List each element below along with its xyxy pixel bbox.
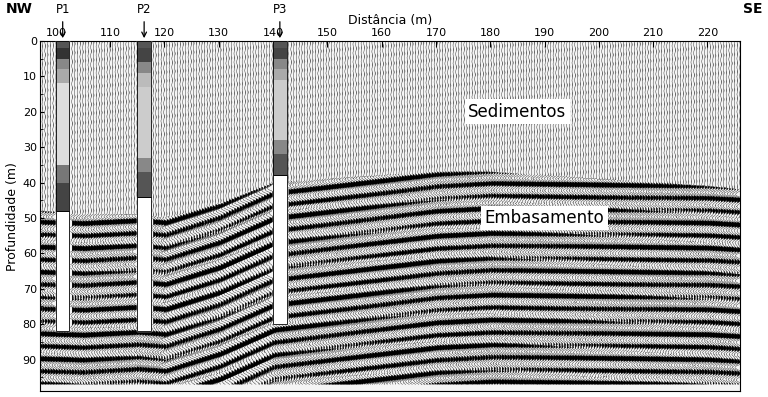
Text: P3: P3 <box>273 3 287 37</box>
Bar <box>273 48 286 59</box>
Bar <box>137 48 151 62</box>
Bar <box>137 41 151 48</box>
Bar <box>273 41 286 175</box>
Text: Embasamento: Embasamento <box>485 209 604 227</box>
Text: NW: NW <box>5 2 32 16</box>
Bar <box>56 41 69 211</box>
Bar <box>137 41 151 197</box>
Bar <box>56 41 69 48</box>
Bar <box>56 183 69 211</box>
Bar <box>273 69 286 80</box>
Bar <box>273 80 286 140</box>
X-axis label: Distância (m): Distância (m) <box>348 14 432 27</box>
Text: P2: P2 <box>137 3 151 37</box>
Bar <box>56 83 69 165</box>
Bar <box>137 87 151 158</box>
Text: SE: SE <box>743 2 763 16</box>
Bar <box>56 48 69 59</box>
Bar <box>137 158 151 172</box>
Text: P1: P1 <box>55 3 70 37</box>
Y-axis label: Profundidade (m): Profundidade (m) <box>5 162 18 271</box>
Bar <box>56 59 69 69</box>
Bar <box>137 73 151 87</box>
Bar <box>56 69 69 83</box>
Bar <box>273 41 286 48</box>
Bar <box>137 172 151 197</box>
Bar <box>137 62 151 73</box>
Bar <box>56 211 69 331</box>
Bar <box>56 165 69 183</box>
Bar <box>273 154 286 175</box>
Bar <box>273 59 286 69</box>
Text: Sedimentos: Sedimentos <box>468 103 567 121</box>
Bar <box>273 140 286 154</box>
Bar <box>137 197 151 331</box>
Bar <box>273 175 286 324</box>
